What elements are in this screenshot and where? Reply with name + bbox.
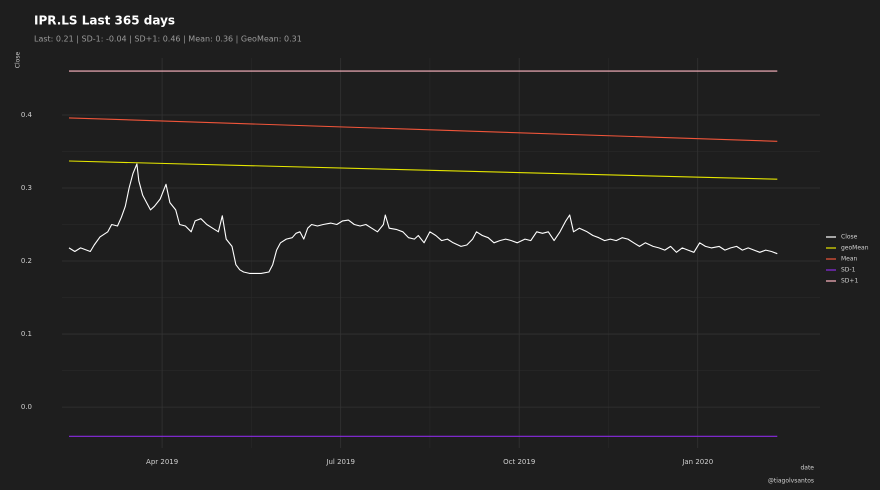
x-tick-label: Oct 2019 xyxy=(503,458,535,466)
legend-label: Mean xyxy=(841,256,858,263)
chart-subtitle: Last: 0.21 | SD-1: -0.04 | SD+1: 0.46 | … xyxy=(34,35,302,44)
legend-label: geoMean xyxy=(841,245,869,252)
series-line xyxy=(68,160,778,180)
legend-label: Close xyxy=(841,234,858,241)
caption: @tiagolvsantos xyxy=(768,478,814,485)
legend-label: SD+1 xyxy=(841,278,858,285)
x-axis-label: date xyxy=(800,465,814,472)
y-axis-label: Close xyxy=(15,52,22,69)
y-tick-label: 0.0 xyxy=(21,403,32,411)
legend-label: SD-1 xyxy=(841,267,856,274)
y-tick-label: 0.3 xyxy=(21,184,32,192)
chart-title: IPR.LS Last 365 days xyxy=(34,14,175,28)
y-tick-label: 0.1 xyxy=(21,330,32,338)
x-tick-label: Apr 2019 xyxy=(146,458,178,466)
x-tick-label: Jan 2020 xyxy=(681,458,713,466)
x-tick-label: Jul 2019 xyxy=(325,458,355,466)
y-tick-label: 0.4 xyxy=(21,111,33,119)
y-tick-label: 0.2 xyxy=(21,257,32,265)
series-line xyxy=(68,117,778,142)
series-line xyxy=(68,163,778,274)
